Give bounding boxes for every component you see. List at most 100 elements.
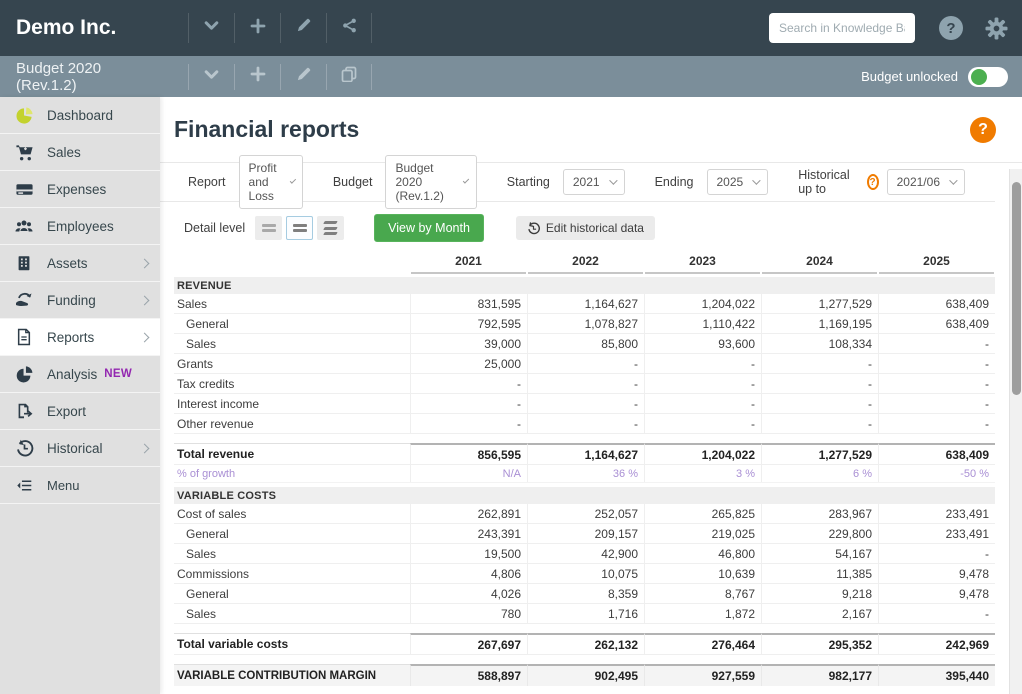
- edit-company-button[interactable]: [280, 13, 326, 43]
- view-by-month-button[interactable]: View by Month: [374, 214, 484, 242]
- value-cell: 1,164,627: [527, 294, 644, 313]
- company-switcher-button[interactable]: [188, 13, 234, 43]
- value-cell: 2,167: [761, 604, 878, 623]
- column-header-2025: 2025: [879, 250, 994, 274]
- value-cell: N/A: [410, 465, 527, 482]
- collapse-menu-icon: [14, 475, 34, 495]
- filter-label: Ending: [654, 175, 694, 189]
- value-cell: 831,595: [410, 294, 527, 313]
- value-cell: 46,800: [644, 544, 761, 563]
- add-budget-button[interactable]: [234, 63, 280, 90]
- budget-lock-toggle[interactable]: [968, 66, 1008, 87]
- edit-budget-button[interactable]: [280, 63, 326, 90]
- share-button[interactable]: [326, 13, 372, 43]
- budget-switcher-button[interactable]: [188, 63, 234, 90]
- document-icon: [14, 327, 34, 347]
- value-cell: 9,478: [878, 564, 995, 583]
- value-cell: -: [878, 394, 995, 413]
- chevron-right-icon: [139, 295, 150, 305]
- chevron-down-icon: [203, 17, 220, 39]
- row-label: Total variable costs: [174, 633, 410, 654]
- help-icon[interactable]: ?: [939, 16, 963, 40]
- value-cell: -: [644, 354, 761, 373]
- scrollbar-thumb[interactable]: [1012, 182, 1021, 395]
- dashboard-pie-icon: [14, 105, 34, 125]
- value-cell: -: [410, 414, 527, 433]
- value-cell: 242,969: [878, 633, 995, 654]
- ending-select[interactable]: 2025: [706, 169, 769, 195]
- row-label: General: [186, 586, 229, 601]
- row-label: REVENUE: [177, 279, 232, 292]
- filter-starting: Starting 2021: [507, 169, 625, 195]
- value-cell: 25,000: [410, 354, 527, 373]
- row-label: Other revenue: [177, 416, 254, 431]
- table-row-general: General 4,026 8,359 8,767 9,218 9,478: [174, 584, 995, 604]
- value-cell: -: [878, 544, 995, 563]
- budget-select[interactable]: Budget 2020 (Rev.1.2): [385, 155, 477, 209]
- report-toolbar: Detail level View by Month Edit historic…: [184, 214, 1022, 242]
- table-row-tax-credits: Tax credits - - - - -: [174, 374, 995, 394]
- sidebar-item-funding[interactable]: Funding: [0, 282, 160, 319]
- row-label: Sales: [186, 606, 217, 621]
- sidebar-item-expenses[interactable]: Expenses: [0, 171, 160, 208]
- value-cell: -: [878, 414, 995, 433]
- detail-level-2-button[interactable]: [286, 216, 314, 240]
- chevron-right-icon: [139, 332, 150, 342]
- chevron-down-icon: [949, 176, 958, 185]
- value-cell: 792,595: [410, 314, 527, 333]
- detail-level-1-button[interactable]: [255, 216, 283, 240]
- value-cell: 11,385: [761, 564, 878, 583]
- value-cell: 1,078,827: [527, 314, 644, 333]
- value-cell: 295,352: [761, 633, 878, 654]
- company-name: Demo Inc.: [16, 16, 117, 39]
- value-cell: -: [761, 374, 878, 393]
- value-cell: 856,595: [410, 443, 527, 464]
- value-cell: 1,277,529: [761, 294, 878, 313]
- filter-label: Starting: [506, 175, 550, 189]
- row-label: Commissions: [177, 566, 250, 581]
- sidebar-item-menu[interactable]: Menu: [0, 467, 160, 504]
- row-label: Sales: [186, 336, 217, 351]
- export-icon: [14, 401, 34, 421]
- sidebar-item-export[interactable]: Export: [0, 393, 160, 430]
- sidebar-item-sales[interactable]: Sales: [0, 134, 160, 171]
- value-cell: 93,600: [644, 334, 761, 353]
- sidebar-item-assets[interactable]: Assets: [0, 245, 160, 282]
- value-cell: 1,277,529: [761, 443, 878, 464]
- historical-up-to-select[interactable]: 2021/06: [886, 169, 965, 195]
- duplicate-budget-button[interactable]: [326, 63, 372, 90]
- row-label: Interest income: [177, 396, 260, 411]
- row-label: General: [186, 526, 229, 541]
- select-value: Budget 2020 (Rev.1.2): [395, 161, 444, 203]
- starting-select[interactable]: 2021: [562, 169, 625, 195]
- value-cell: 233,491: [878, 504, 995, 523]
- detail-level-3-button[interactable]: [317, 216, 345, 240]
- chevron-down-icon: [752, 176, 761, 185]
- table-row-total-revenue: Total revenue 856,595 1,164,627 1,204,022 1,…: [174, 443, 995, 465]
- value-cell: 262,132: [527, 633, 644, 654]
- value-cell: 638,409: [878, 314, 995, 333]
- sidebar-item-historical[interactable]: Historical: [0, 430, 160, 467]
- chevron-down-icon: [203, 66, 220, 88]
- value-cell: 267,697: [410, 633, 527, 654]
- column-header-2023: 2023: [645, 250, 760, 274]
- row-label: % of growth: [177, 467, 236, 480]
- sidebar-item-employees[interactable]: Employees: [0, 208, 160, 245]
- page-help-icon[interactable]: ?: [970, 116, 996, 143]
- gear-icon[interactable]: [985, 16, 1008, 40]
- sidebar-item-dashboard[interactable]: Dashboard: [0, 97, 160, 134]
- value-cell: -: [644, 394, 761, 413]
- report-select[interactable]: Profit and Loss: [238, 155, 303, 209]
- search-input[interactable]: [769, 13, 915, 43]
- sidebar-item-label: Sales: [47, 144, 81, 160]
- edit-historical-data-button[interactable]: Edit historical data: [515, 216, 655, 240]
- historical-help-icon[interactable]: ?: [866, 174, 879, 190]
- value-cell: 243,391: [410, 524, 527, 543]
- sidebar-item-reports[interactable]: Reports: [0, 319, 160, 356]
- analysis-pie-icon: [14, 364, 34, 384]
- sidebar-item-analysis[interactable]: Analysis NEW: [0, 356, 160, 393]
- add-company-button[interactable]: [234, 13, 280, 43]
- value-cell: -: [527, 394, 644, 413]
- table-row-sales: Sales 19,500 42,900 46,800 54,167-: [174, 544, 995, 564]
- vertical-scrollbar[interactable]: [1009, 169, 1022, 694]
